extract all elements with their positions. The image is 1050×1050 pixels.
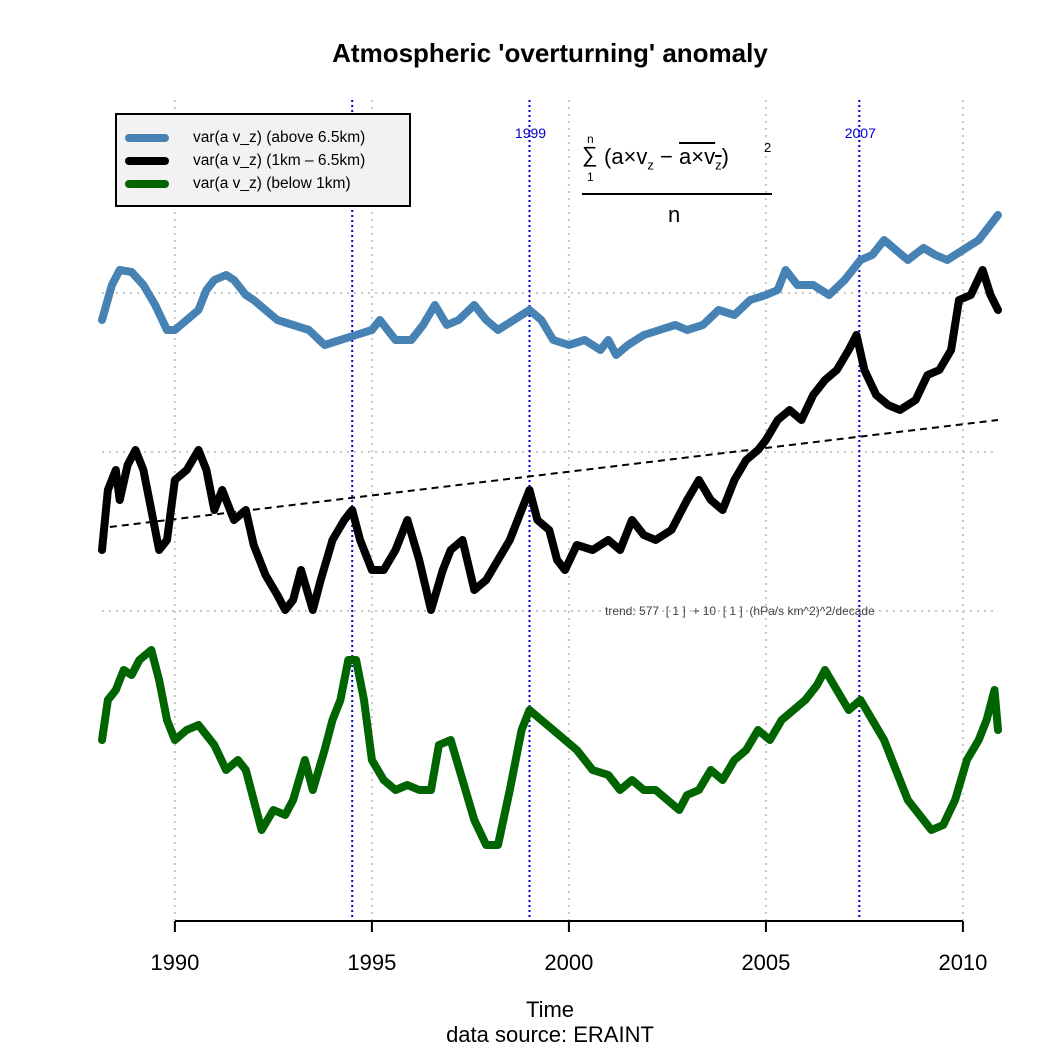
x-tick-label: 2010 xyxy=(938,950,987,975)
formula-mean-term: a×v xyxy=(679,144,716,169)
series-line-0 xyxy=(98,211,1002,359)
series-line-1 xyxy=(98,266,1002,614)
formula-sub: z xyxy=(715,157,722,173)
grid xyxy=(102,100,998,920)
formula-denominator: n xyxy=(668,202,681,227)
variance-formula: n ∑ 1 (a×vz − a×vz) 2 n xyxy=(578,132,778,232)
event-label: 1999 xyxy=(515,125,546,141)
series-lines xyxy=(98,211,1002,849)
x-tick-label: 2005 xyxy=(741,950,790,975)
caption: data source: ERAINT xyxy=(446,1022,654,1047)
formula-sum: ∑ xyxy=(582,142,598,167)
x-tick-label: 1995 xyxy=(347,950,396,975)
formula-sub: z xyxy=(647,157,654,173)
trend-line xyxy=(109,419,999,528)
formula-close: ) xyxy=(721,144,729,169)
legend-label: var(a v_z) (1km – 6.5km) xyxy=(193,152,366,169)
legend-label: var(a v_z) (above 6.5km) xyxy=(193,129,366,146)
formula-term: (a×v xyxy=(604,144,648,169)
event-label: 2007 xyxy=(845,125,876,141)
formula-mean: a×vz xyxy=(679,144,722,173)
legend-item: var(a v_z) (above 6.5km) xyxy=(125,128,365,148)
formula-body: (a×vz − a×vz) xyxy=(604,144,729,172)
legend-label: var(a v_z) (below 1km) xyxy=(193,175,351,192)
legend-item: var(a v_z) (1km – 6.5km) xyxy=(125,151,365,171)
formula-lower: 1 xyxy=(587,170,594,184)
x-tick-label: 1990 xyxy=(150,950,199,975)
series-line-2 xyxy=(98,646,1002,849)
legend: var(a v_z) (above 6.5km) var(a v_z) (1km… xyxy=(115,113,411,207)
formula-fraction-bar xyxy=(582,193,772,195)
formula-power: 2 xyxy=(764,140,772,155)
x-ticks: 1990 1995 2000 2005 2010 xyxy=(150,921,987,975)
formula-upper: n xyxy=(587,132,594,146)
legend-item: var(a v_z) (below 1km) xyxy=(125,174,351,194)
x-axis-label: Time xyxy=(526,997,574,1022)
legend-swatch xyxy=(125,157,169,165)
legend-swatch xyxy=(125,134,169,142)
trend-label: trend: 577 [ 1 ] + 10 [ 1 ] (hPa/s km^2)… xyxy=(605,604,875,618)
legend-swatch xyxy=(125,180,169,188)
chart-title: Atmospheric 'overturning' anomaly xyxy=(332,38,768,68)
formula-minus: − xyxy=(653,144,679,169)
x-tick-label: 2000 xyxy=(544,950,593,975)
